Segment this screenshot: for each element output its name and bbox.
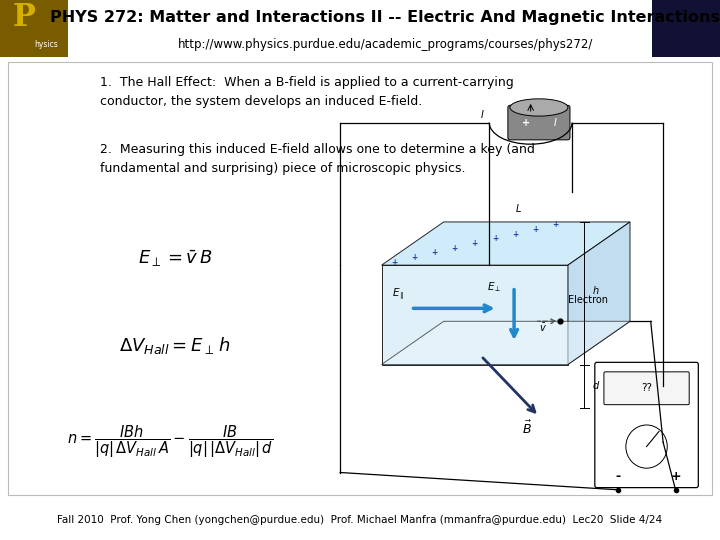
Polygon shape [568,222,630,364]
FancyBboxPatch shape [595,362,698,488]
Text: $E_{\parallel}$: $E_{\parallel}$ [392,287,405,303]
Text: hysics: hysics [35,40,58,49]
Polygon shape [382,321,630,365]
Text: +: + [670,470,681,483]
Text: +: + [492,234,498,244]
Text: $\vec{B}$: $\vec{B}$ [521,420,531,437]
Text: +: + [552,220,559,230]
Polygon shape [382,222,630,265]
Text: I: I [481,110,484,120]
Text: 2.  Measuring this induced E-field allows one to determine a key (and
fundamenta: 2. Measuring this induced E-field allows… [100,143,535,176]
FancyBboxPatch shape [604,372,689,404]
Text: http://www.physics.purdue.edu/academic_programs/courses/phys272/: http://www.physics.purdue.edu/academic_p… [178,38,593,51]
Text: h: h [593,286,599,296]
Text: ??: ?? [641,383,652,393]
Text: $E_{\perp}$: $E_{\perp}$ [487,280,502,294]
Text: +: + [532,225,539,234]
Bar [652,0,720,57]
Text: +: + [523,118,531,127]
Text: +: + [472,239,478,248]
Text: $\bar{v}$: $\bar{v}$ [539,322,547,334]
Text: 1.  The Hall Effect:  When a B-field is applied to a current-carrying
conductor,: 1. The Hall Effect: When a B-field is ap… [100,76,514,108]
Text: L: L [516,204,521,214]
Text: d: d [593,381,599,391]
Text: Fall 2010  Prof. Yong Chen (yongchen@purdue.edu)  Prof. Michael Manfra (mmanfra@: Fall 2010 Prof. Yong Chen (yongchen@purd… [58,515,662,525]
Text: I: I [554,118,557,127]
Text: $E_{\perp} = \bar{v}\, B$: $E_{\perp} = \bar{v}\, B$ [138,248,212,269]
FancyBboxPatch shape [508,105,570,140]
Text: +: + [431,248,438,258]
FancyBboxPatch shape [8,62,712,495]
Text: +: + [512,230,518,239]
Text: $n = \dfrac{I B h}{|q|\,\Delta V_{Hall}\,A} - \dfrac{IB}{|q|\,|\Delta V_{Hall}|\: $n = \dfrac{I B h}{|q|\,\Delta V_{Hall}\… [67,423,273,460]
Text: +: + [391,258,397,267]
Text: +: + [411,253,418,262]
Text: $\Delta V_{Hall} = E_{\perp}\, h$: $\Delta V_{Hall} = E_{\perp}\, h$ [119,335,231,356]
Polygon shape [382,265,568,364]
Ellipse shape [510,99,568,116]
Circle shape [626,425,667,468]
Text: P: P [13,2,36,32]
Text: -: - [615,470,620,483]
Bar [0,0,68,57]
Text: Electron: Electron [568,295,608,305]
Text: +: + [451,244,458,253]
Text: PHYS 272: Matter and Interactions II -- Electric And Magnetic Interactions: PHYS 272: Matter and Interactions II -- … [50,10,720,24]
